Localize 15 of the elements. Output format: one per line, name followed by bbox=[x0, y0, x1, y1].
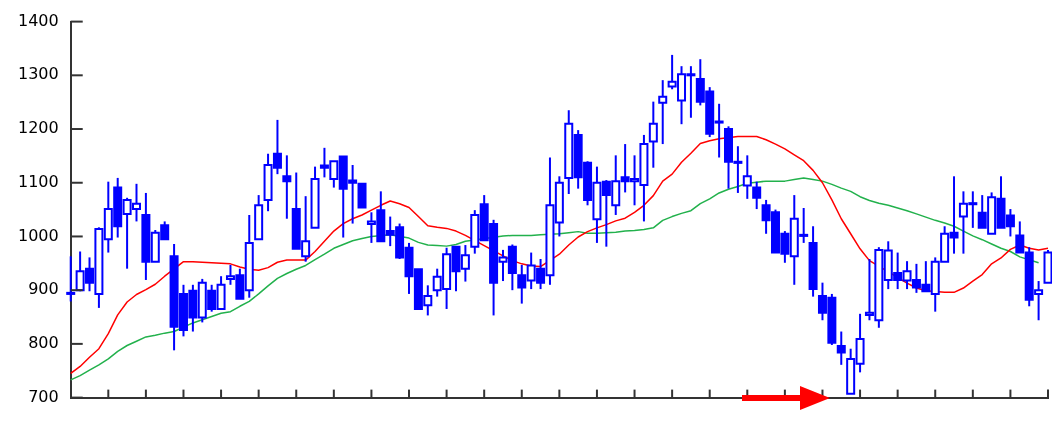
candlestick bbox=[742, 154, 752, 200]
candlestick bbox=[648, 100, 658, 169]
y-tick-label: 700 bbox=[28, 386, 59, 406]
y-tick-label: 1300 bbox=[18, 64, 59, 84]
y-tick-label: 1200 bbox=[18, 118, 59, 138]
candlestick bbox=[836, 330, 846, 366]
y-tick-label: 1100 bbox=[18, 171, 59, 191]
candlestick bbox=[752, 180, 762, 211]
y-tick-label: 1000 bbox=[18, 225, 59, 245]
candlestick bbox=[66, 255, 76, 303]
candlestick bbox=[658, 79, 668, 146]
candlestick bbox=[282, 154, 292, 220]
y-tick-label: 800 bbox=[28, 333, 59, 353]
y-tick-label: 900 bbox=[28, 279, 59, 299]
y-tick-label: 1400 bbox=[18, 10, 59, 30]
